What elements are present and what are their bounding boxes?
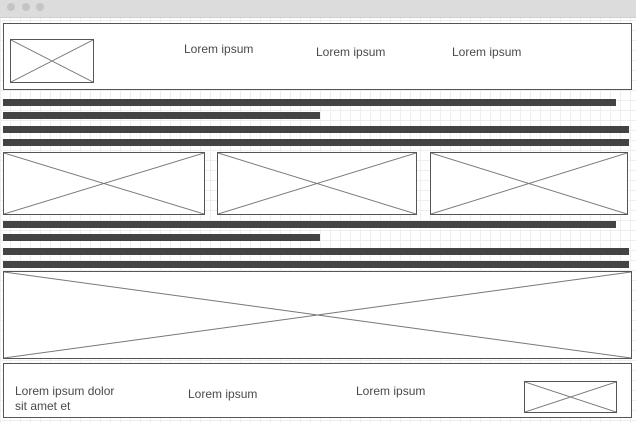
text-line-placeholder <box>3 139 629 146</box>
text-line-placeholder <box>3 248 629 255</box>
text-line-placeholder <box>3 234 320 241</box>
nav-item-1[interactable]: Lorem ipsum <box>184 42 254 56</box>
text-line-placeholder <box>3 261 629 268</box>
text-line-placeholder <box>3 221 616 228</box>
window-maximize-icon[interactable] <box>36 3 44 11</box>
nav-item-2[interactable]: Lorem ipsum <box>316 45 386 59</box>
window-minimize-icon[interactable] <box>22 3 30 11</box>
header <box>3 23 632 90</box>
text-line-placeholder <box>3 112 320 119</box>
gallery-image-placeholder-icon[interactable] <box>217 152 417 215</box>
nav-item-3[interactable]: Lorem ipsum <box>452 45 522 59</box>
text-line-placeholder <box>3 99 616 106</box>
gallery-image-placeholder-icon[interactable] <box>430 152 628 215</box>
text-line-placeholder <box>3 126 629 133</box>
footer-text-line-1: Lorem ipsum dolor <box>15 384 115 398</box>
footer-link-2[interactable]: Lorem ipsum <box>356 384 426 398</box>
window-titlebar <box>0 0 636 18</box>
logo-image-placeholder-icon[interactable] <box>10 39 94 83</box>
gallery-image-placeholder-icon[interactable] <box>3 152 205 215</box>
banner-image-placeholder-icon[interactable] <box>3 271 632 359</box>
footer-link-1[interactable]: Lorem ipsum <box>188 387 258 401</box>
footer-logo-image-placeholder-icon[interactable] <box>524 381 617 413</box>
window-close-icon[interactable] <box>7 3 15 11</box>
footer-text-line-2: sit amet et <box>15 399 71 413</box>
